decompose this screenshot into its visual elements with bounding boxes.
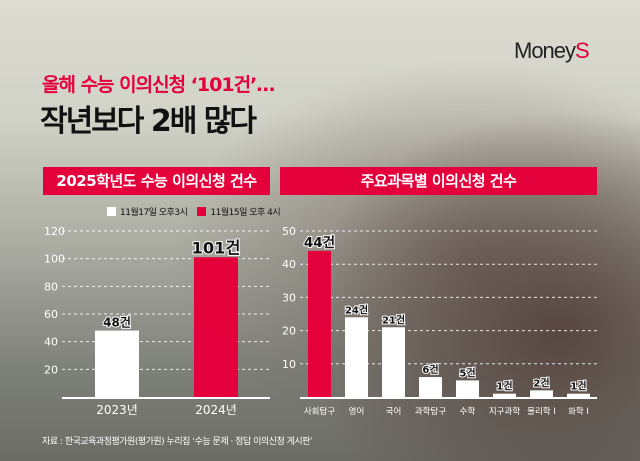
category-label: 2023년: [96, 403, 138, 417]
category-label: 과학탐구: [415, 406, 446, 417]
bar: [419, 377, 442, 397]
chart1-title: 2025학년도 수능 이의신청 건수: [43, 167, 270, 195]
headline-subtitle: 올해 수능 이의신청 ‘101건’…: [42, 74, 275, 96]
y-tick-label: 40: [282, 258, 296, 271]
y-tick-label: 80: [44, 280, 58, 293]
category-label: 영어: [349, 406, 365, 417]
y-tick-label: 10: [282, 358, 296, 371]
y-tick-label: 30: [282, 291, 296, 304]
logo-text: Money: [514, 38, 576, 63]
y-tick-label: 40: [44, 336, 58, 349]
data-label: 44건: [304, 234, 335, 251]
category-label: 물리학 I: [527, 406, 556, 417]
y-tick-label: 20: [282, 325, 296, 338]
legend-swatch-white: [107, 207, 116, 216]
moneys-logo: MoneyS: [514, 38, 590, 64]
bar: [456, 380, 479, 397]
data-label: 6건: [422, 363, 438, 376]
bar: [530, 390, 553, 397]
category-label: 지구과학: [489, 406, 520, 417]
y-tick-label: 100: [44, 253, 65, 266]
data-label: 101건: [192, 238, 241, 257]
headline-title: 작년보다 2배 많다: [40, 104, 257, 139]
category-label: 수학: [460, 406, 476, 417]
data-label: 1건: [496, 380, 512, 393]
chart1-legend: 11월17일 오후3시 11월15일 오후 4시: [107, 205, 281, 218]
y-tick-label: 20: [44, 363, 58, 376]
logo-accent: S: [575, 38, 590, 63]
bar: [567, 393, 590, 397]
bar: [95, 330, 139, 397]
bar: [493, 393, 516, 397]
data-label: 2건: [533, 376, 549, 389]
data-label: 48건: [103, 315, 131, 330]
data-label: 1건: [570, 380, 586, 393]
data-label: 5건: [459, 366, 475, 379]
legend-swatch-red: [197, 207, 207, 216]
chart2-title: 주요과목별 이의신청 건수: [280, 167, 597, 195]
category-label: 화학 I: [568, 406, 589, 417]
category-label: 국어: [386, 406, 402, 417]
source-note: 자료 : 한국교육과정평가원(평가원) 누리집 ‘수능 문제 · 정답 이의신청…: [42, 437, 313, 447]
y-tick-label: 60: [44, 308, 58, 321]
category-label: 2024년: [195, 403, 237, 417]
y-tick-label: 120: [44, 225, 65, 238]
bar: [382, 327, 405, 397]
y-tick-label: 50: [282, 225, 296, 238]
data-label: 24건: [345, 303, 368, 316]
bar: [345, 317, 368, 397]
legend-label: 11월15일 오후 4시: [210, 208, 281, 218]
bar: [194, 257, 238, 397]
legend-label: 11월17일 오후3시: [120, 208, 188, 218]
bar: [308, 250, 331, 397]
category-label: 사회탐구: [304, 406, 335, 417]
data-label: 21건: [382, 313, 405, 326]
